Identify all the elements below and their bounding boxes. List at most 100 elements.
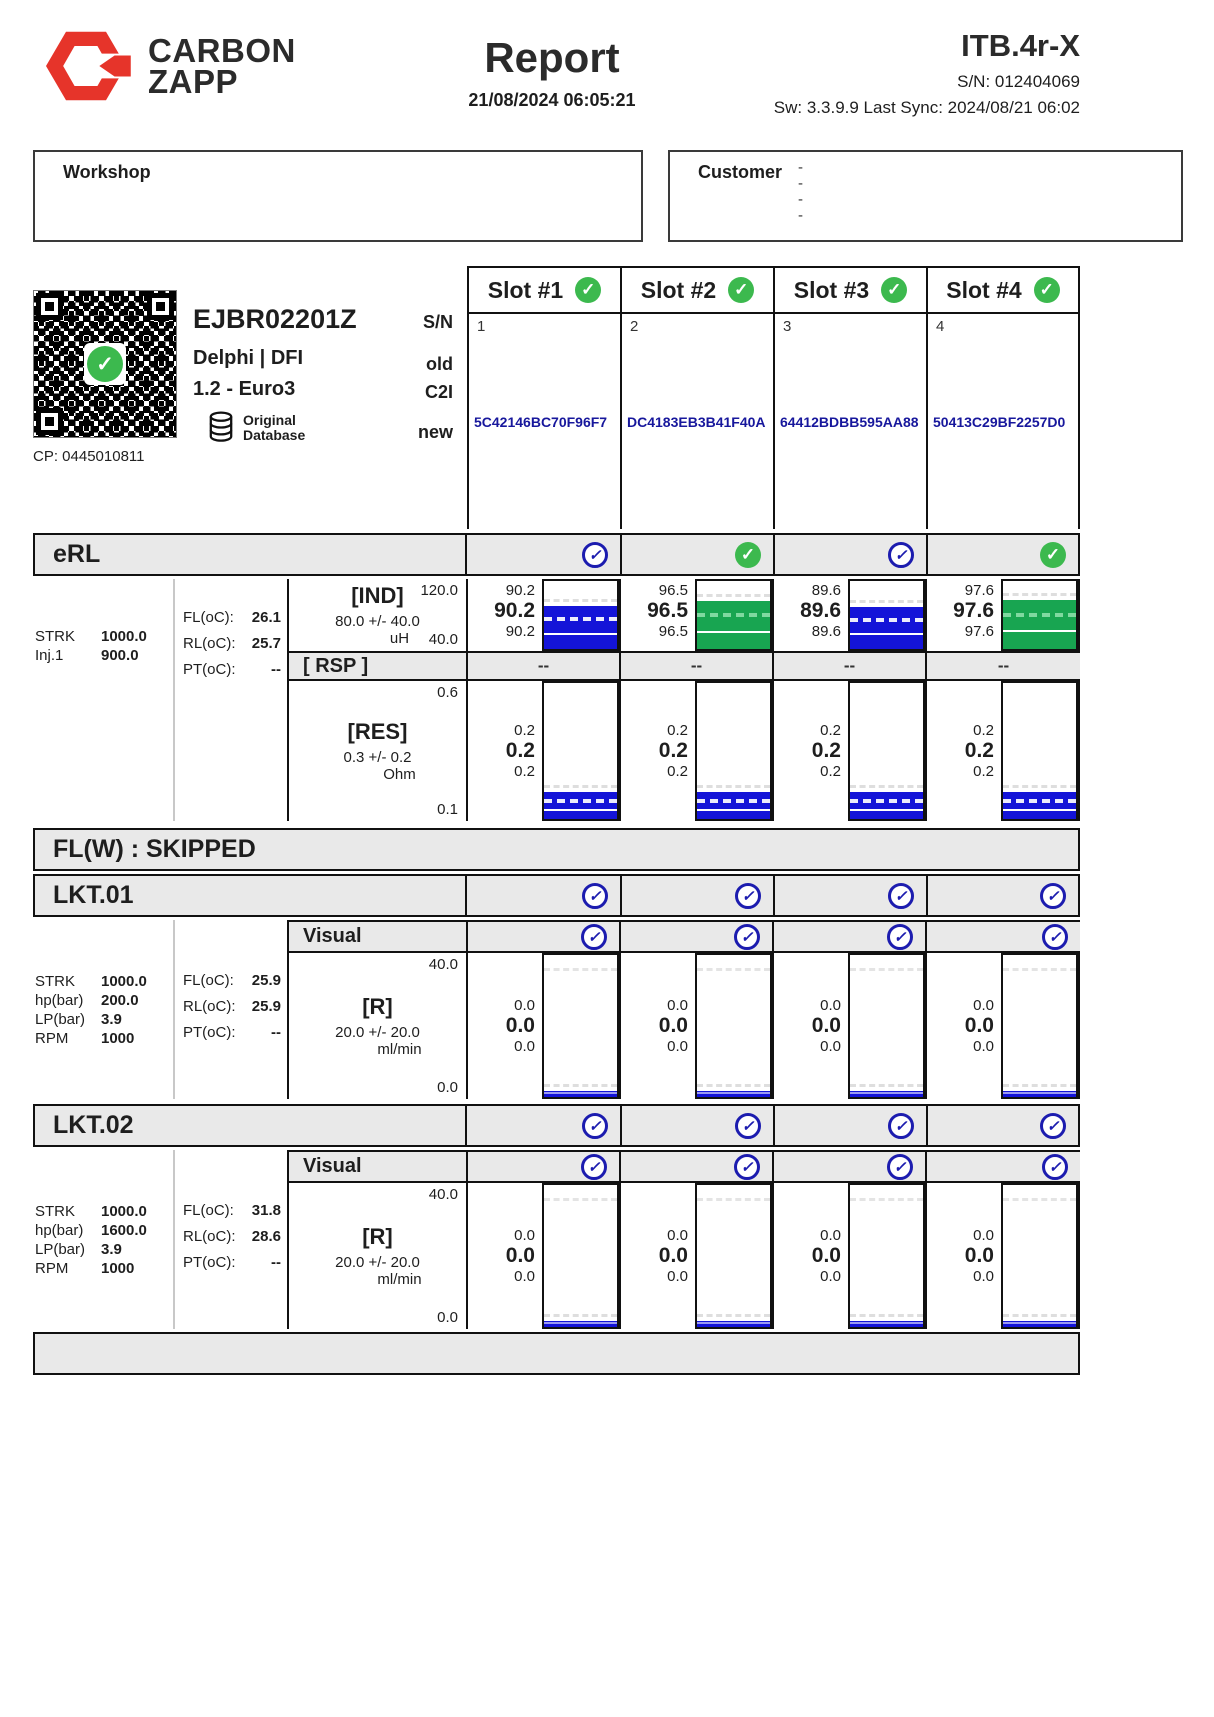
test-row-r: 40.0 0.0 [R] 20.0 +/- 20.0 ml/min 0.0 0.0… bbox=[289, 953, 1080, 1099]
result-min: 0.0 bbox=[514, 1038, 535, 1055]
qr-code: ✓ bbox=[33, 290, 177, 438]
slot-number: 3 bbox=[783, 318, 792, 335]
lkt02-slot-status bbox=[926, 1106, 1078, 1145]
visual-status bbox=[927, 922, 1080, 951]
temp-row: RL(oC): 25.9 bbox=[175, 998, 287, 1015]
result-avg: 0.2 bbox=[811, 739, 841, 762]
result-avg: 0.2 bbox=[505, 739, 535, 762]
param-label: RPM bbox=[35, 1260, 69, 1277]
r-result-slot2: 0.0 0.0 0.0 bbox=[621, 953, 774, 1099]
slot-number: 4 bbox=[936, 318, 945, 335]
result-min: 0.0 bbox=[514, 1268, 535, 1285]
temp-label: PT(oC): bbox=[183, 1254, 236, 1271]
result-max: 0.0 bbox=[973, 997, 994, 1014]
database-icon bbox=[209, 411, 233, 442]
result-max: 0.0 bbox=[973, 1227, 994, 1244]
param-label: RPM bbox=[35, 1030, 69, 1047]
test-tolerance: 20.0 +/- 20.0 bbox=[335, 1254, 420, 1271]
slot-column-2: Slot #2 2 DC4183EB3B41F40A bbox=[620, 266, 773, 529]
param-label: STRK bbox=[35, 1203, 76, 1220]
result-min: 97.6 bbox=[964, 623, 994, 640]
result-bar bbox=[697, 1314, 770, 1327]
result-min: 0.2 bbox=[514, 763, 535, 780]
result-max: 0.0 bbox=[667, 997, 688, 1014]
visual-label: Visual bbox=[289, 922, 468, 951]
temp-label: FL(oC): bbox=[183, 972, 234, 989]
temp-label: RL(oC): bbox=[183, 998, 236, 1015]
test-tolerance: 0.3 +/- 0.2 bbox=[343, 749, 412, 766]
temp-value: 25.9 bbox=[251, 972, 281, 989]
section-band-lkt02: LKT.02 bbox=[33, 1104, 1080, 1147]
slot-status-check-icon bbox=[575, 277, 602, 303]
status-check-icon bbox=[581, 1153, 607, 1180]
status-check-icon bbox=[734, 1153, 760, 1180]
test-row-rsp: [ RSP ] -- -- -- -- bbox=[289, 651, 1080, 681]
temp-label: PT(oC): bbox=[183, 1024, 236, 1041]
result-bar bbox=[850, 1314, 923, 1327]
device-model: ITB.4r-X bbox=[961, 28, 1080, 63]
result-bar bbox=[1003, 1314, 1076, 1327]
result-max: 0.0 bbox=[667, 1227, 688, 1244]
result-bar bbox=[697, 784, 770, 819]
result-max: 97.6 bbox=[964, 582, 994, 599]
temp-value: 25.7 bbox=[251, 635, 281, 652]
status-check-icon bbox=[582, 1112, 608, 1139]
lkt02-slot-status bbox=[467, 1106, 620, 1145]
rsp-result: -- bbox=[997, 656, 1010, 675]
result-chart bbox=[695, 953, 772, 1099]
result-chart bbox=[542, 1183, 619, 1329]
result-chart bbox=[848, 1183, 925, 1329]
lkt01-slot-status bbox=[926, 876, 1078, 915]
rsp-result: -- bbox=[621, 653, 774, 679]
visual-status bbox=[774, 922, 927, 951]
result-min: 0.0 bbox=[667, 1268, 688, 1285]
slot-column-1: Slot #1 1 5C42146BC70F96F7 bbox=[467, 266, 620, 529]
result-avg: 0.0 bbox=[505, 1014, 535, 1037]
rsp-result: -- bbox=[468, 653, 621, 679]
param-row: STRK 1000.0 bbox=[35, 1202, 173, 1221]
lkt01-slot-status bbox=[773, 876, 926, 915]
temp-row: PT(oC): -- bbox=[175, 1024, 287, 1041]
result-chart bbox=[848, 953, 925, 1099]
temp-value: -- bbox=[271, 661, 281, 678]
param-row: LP(bar) 3.9 bbox=[35, 1240, 173, 1259]
temp-label: RL(oC): bbox=[183, 1228, 236, 1245]
result-avg: 0.2 bbox=[658, 739, 688, 762]
param-value: 3.9 bbox=[101, 1241, 122, 1258]
temp-value: -- bbox=[271, 1254, 281, 1271]
report-header: CARBON ZAPP Report 21/08/2024 06:05:21 I… bbox=[0, 0, 1214, 150]
device-block: ITB.4r-X S/N: 012404069 Sw: 3.3.9.9 Last… bbox=[774, 28, 1080, 118]
section-title: LKT.01 bbox=[35, 876, 467, 915]
axis-max-label: 0.6 bbox=[437, 684, 458, 701]
result-bar bbox=[544, 1084, 617, 1097]
result-chart bbox=[1001, 1183, 1078, 1329]
slot-body: 2 DC4183EB3B41F40A bbox=[622, 314, 773, 529]
param-row: STRK 1000.0 bbox=[35, 972, 173, 991]
result-max: 0.0 bbox=[820, 1227, 841, 1244]
result-min: 0.2 bbox=[667, 763, 688, 780]
ind-result-slot4: 97.6 97.6 97.6 bbox=[927, 579, 1080, 651]
param-row: hp(bar) 200.0 bbox=[35, 991, 173, 1010]
result-chart bbox=[695, 1183, 772, 1329]
erl-slot-status bbox=[467, 535, 620, 574]
result-min: 96.5 bbox=[658, 623, 688, 640]
slot-body: 4 50413C29BF2257D0 bbox=[928, 314, 1078, 529]
result-min: 90.2 bbox=[505, 623, 535, 640]
param-row: Inj.1 900.0 bbox=[35, 646, 173, 665]
temp-value: 25.9 bbox=[251, 998, 281, 1015]
slot-status-check-icon bbox=[728, 277, 755, 303]
result-min: 89.6 bbox=[811, 623, 841, 640]
param-label: Inj.1 bbox=[35, 647, 64, 664]
test-name: [RES] bbox=[347, 719, 408, 744]
injector-variant: 1.2 - Euro3 bbox=[193, 378, 296, 400]
customer-placeholder-dashes: - - - - bbox=[798, 160, 803, 224]
status-check-icon bbox=[581, 923, 607, 950]
check-icon: ✓ bbox=[87, 346, 123, 382]
status-check-icon bbox=[1040, 1112, 1066, 1139]
param-label: hp(bar) bbox=[35, 992, 84, 1009]
param-value: 1000.0 bbox=[101, 628, 147, 645]
result-chart bbox=[848, 681, 925, 821]
status-check-icon bbox=[1040, 882, 1066, 909]
customer-dash: - bbox=[798, 175, 803, 192]
slot-number: 1 bbox=[477, 318, 486, 335]
